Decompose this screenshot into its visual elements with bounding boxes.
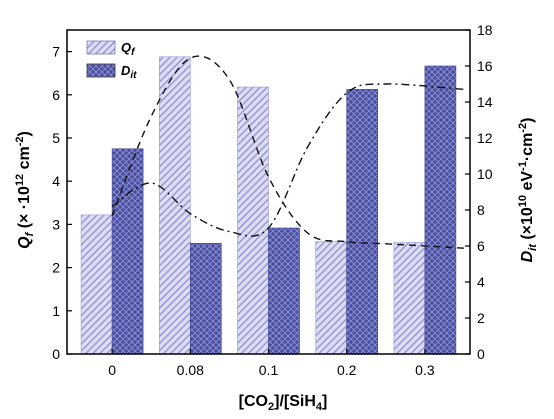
left-axis-title: Qf (× ·1012 cm-2) — [14, 131, 36, 249]
qf-bar-2 — [237, 86, 269, 355]
left-tick-label-1: 1 — [52, 303, 60, 319]
right-tick-label-9: 18 — [477, 22, 493, 38]
x-tick-label-3: 0.2 — [337, 362, 357, 378]
legend-swatch-qf — [86, 40, 116, 55]
right-axis: 0 2 4 6 8 10 12 14 16 18 — [465, 22, 493, 362]
qf-trend-line — [111, 55, 465, 249]
left-tick-label-7: 7 — [52, 44, 60, 60]
legend: Qf Dit — [86, 40, 137, 81]
right-tick-label-6: 12 — [477, 130, 493, 146]
right-tick-label-1: 2 — [477, 310, 485, 326]
left-tick-label-4: 4 — [52, 173, 60, 189]
qf-bar-3 — [315, 241, 348, 355]
qf-bar-0 — [80, 214, 113, 355]
left-tick-label-6: 6 — [52, 87, 60, 103]
right-tick-label-8: 16 — [477, 58, 493, 74]
qf-bars — [80, 56, 426, 355]
legend-label-qf: Qf — [121, 40, 136, 58]
x-tick-label-2: 0.1 — [259, 362, 279, 378]
x-tick-label-4: 0.3 — [415, 362, 435, 378]
dit-bar-2 — [268, 227, 300, 355]
left-tick-label-3: 3 — [52, 216, 60, 232]
dit-bar-1 — [190, 243, 222, 355]
left-axis: 0 1 2 3 4 5 6 7 — [52, 44, 72, 362]
right-tick-label-5: 10 — [477, 166, 493, 182]
x-axis-title: [CO2]/[SiH4] — [239, 393, 328, 413]
x-axis: 0 0.08 0.1 0.2 0.3 — [108, 349, 435, 378]
dit-bar-3 — [346, 89, 379, 355]
left-tick-label-2: 2 — [52, 260, 60, 276]
left-tick-label-5: 5 — [52, 130, 60, 146]
dit-trend-line — [111, 83, 465, 237]
right-axis-title: Dit (×1010 eV-1·cm-2) — [517, 118, 539, 263]
right-tick-label-0: 0 — [477, 346, 485, 362]
right-tick-label-2: 4 — [477, 274, 485, 290]
legend-swatch-dit — [86, 63, 116, 78]
right-tick-label-4: 8 — [477, 202, 485, 218]
right-tick-label-7: 14 — [477, 94, 493, 110]
dit-bar-0 — [111, 148, 144, 355]
qf-bar-1 — [159, 56, 191, 355]
legend-label-dit: Dit — [121, 63, 137, 81]
trend-lines — [111, 55, 465, 249]
dit-bar-4 — [424, 65, 457, 355]
right-tick-label-3: 6 — [477, 238, 485, 254]
qf-bar-4 — [393, 242, 426, 355]
left-tick-label-0: 0 — [52, 346, 60, 362]
dit-bars — [111, 65, 457, 355]
x-tick-label-0: 0 — [108, 362, 116, 378]
x-tick-label-1: 0.08 — [177, 362, 204, 378]
